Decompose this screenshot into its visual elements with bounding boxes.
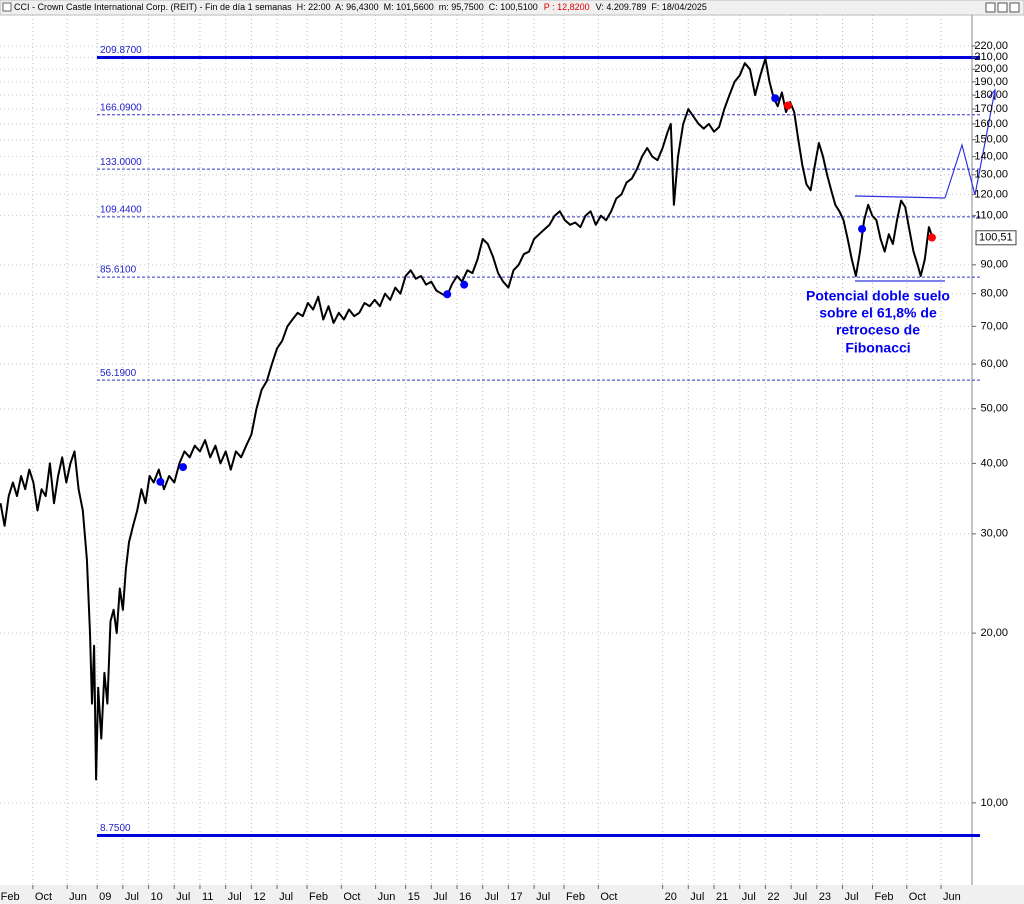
y-tick-label: 80,00 xyxy=(980,288,1008,300)
x-tick-label: Oct xyxy=(909,891,926,903)
annotation-line: Fibonacci xyxy=(845,340,910,356)
x-tick-label: 21 xyxy=(716,891,728,903)
x-tick-label: Jul xyxy=(125,891,139,903)
x-tick-label: Jul xyxy=(742,891,756,903)
signal-marker xyxy=(460,280,469,289)
window-buttons xyxy=(985,2,1020,13)
signal-marker xyxy=(178,463,187,472)
close-button[interactable] xyxy=(1009,2,1020,13)
x-tick-label: Jul xyxy=(279,891,293,903)
header-tail: V: 4.209.789 F: 18/04/2025 xyxy=(596,2,707,12)
signal-marker xyxy=(443,290,452,299)
annotation-line: retroceso de xyxy=(836,322,920,338)
resistance-line xyxy=(854,195,946,199)
header-change: P : 12,8200 xyxy=(544,2,590,12)
signal-marker xyxy=(771,94,780,103)
y-tick-label: 170,00 xyxy=(974,103,1008,115)
x-tick-label: 11 xyxy=(202,891,213,903)
x-tick-label: 17 xyxy=(510,891,522,903)
y-tick-label: 110,00 xyxy=(975,210,1008,222)
y-tick-label: 70,00 xyxy=(980,320,1008,332)
signal-marker xyxy=(927,233,936,242)
y-tick-label: 190,00 xyxy=(974,76,1008,88)
x-tick-label: Oct xyxy=(600,891,617,903)
y-tick-label: 200,00 xyxy=(974,63,1008,75)
annotation: Potencial doble suelo sobre el 61,8% de … xyxy=(806,288,950,356)
x-tick-label: Jul xyxy=(793,891,807,903)
x-tick-label: Jul xyxy=(228,891,242,903)
x-tick-label: 16 xyxy=(459,891,471,903)
x-tick-label: Feb xyxy=(309,891,328,903)
y-tick-label: 140,00 xyxy=(974,151,1008,163)
x-tick-label: Feb xyxy=(566,891,585,903)
x-axis-bar xyxy=(0,885,1024,904)
last-value-label: 100,51 xyxy=(979,232,1013,244)
fib-level-label: 8.7500 xyxy=(100,823,131,834)
x-tick-label: 10 xyxy=(151,891,163,903)
x-tick-label: Jul xyxy=(176,891,190,903)
y-tick-label: 40,00 xyxy=(980,457,1008,469)
signal-marker xyxy=(156,477,165,486)
fibonacci-levels: 209.8700 166.0900 133.0000 109.4400 85.6100 5… xyxy=(97,45,980,838)
x-tick-label: 23 xyxy=(819,891,831,903)
x-tick-label: Jun xyxy=(378,891,396,903)
annotation-line: Potencial doble suelo xyxy=(806,288,950,304)
fib-level-label: 133.0000 xyxy=(100,157,142,168)
last-value-box xyxy=(975,230,1017,246)
x-tick-label: Jun xyxy=(69,891,87,903)
x-tick-label: Jul xyxy=(485,891,499,903)
signal-markers xyxy=(156,94,936,486)
fib-level-label: 109.4400 xyxy=(100,205,142,216)
y-tick-label: 180,00 xyxy=(974,89,1008,101)
pattern-lines xyxy=(854,88,996,282)
fib-level-label: 56.1900 xyxy=(100,368,137,379)
fib-level-label: 209.8700 xyxy=(100,45,142,56)
y-tick-label: 120,00 xyxy=(974,188,1008,200)
x-tick-label: Oct xyxy=(343,891,360,903)
y-tick-label: 60,00 xyxy=(980,358,1008,370)
menu-icon[interactable] xyxy=(2,2,12,12)
x-tick-label: Jul xyxy=(845,891,859,903)
header-info: CCI - Crown Castle International Corp. (… xyxy=(14,2,538,12)
x-tick-label: Jul xyxy=(433,891,447,903)
y-tick-label: 90,00 xyxy=(980,259,1008,271)
y-tick-label: 50,00 xyxy=(980,403,1008,415)
x-tick-label: Jul xyxy=(690,891,704,903)
header-bar xyxy=(0,0,1024,16)
x-tick-label: Feb xyxy=(1,891,20,903)
header-text: CCI - Crown Castle International Corp. (… xyxy=(14,2,707,12)
axes: Feb Oct Jun 09 Jul 10 Jul 11 Jul 12 Jul Feb Oct Jun 15… xyxy=(1,40,1017,903)
x-tick-label: 12 xyxy=(253,891,265,903)
y-tick-label: 130,00 xyxy=(974,169,1008,181)
x-tick-label: 20 xyxy=(665,891,677,903)
y-tick-label: 160,00 xyxy=(974,118,1008,130)
y-tick-label: 20,00 xyxy=(980,627,1008,639)
annotation-line: sobre el 61,8% de xyxy=(819,305,937,321)
y-tick-label: 210,00 xyxy=(974,51,1008,63)
y-tick-label: 150,00 xyxy=(974,134,1008,146)
arrow-head xyxy=(988,88,996,100)
minimize-button[interactable] xyxy=(985,2,996,13)
x-tick-label: 15 xyxy=(408,891,420,903)
fib-level-label: 166.0900 xyxy=(100,102,142,113)
y-tick-label: 220,00 xyxy=(974,40,1008,52)
projection-arrow xyxy=(944,89,996,199)
x-tick-label: 09 xyxy=(99,891,111,903)
x-tick-label: 22 xyxy=(767,891,779,903)
x-tick-label: Jun xyxy=(943,891,961,903)
grid xyxy=(0,15,970,885)
maximize-button[interactable] xyxy=(997,2,1008,13)
fib-level-label: 85.6100 xyxy=(100,265,137,276)
x-tick-label: Feb xyxy=(874,891,893,903)
x-tick-label: Jul xyxy=(536,891,550,903)
signal-marker xyxy=(858,224,867,233)
x-tick-label: Oct xyxy=(35,891,52,903)
signal-marker xyxy=(784,101,793,110)
y-tick-label: 30,00 xyxy=(980,528,1008,540)
y-tick-label: 10,00 xyxy=(980,797,1008,809)
